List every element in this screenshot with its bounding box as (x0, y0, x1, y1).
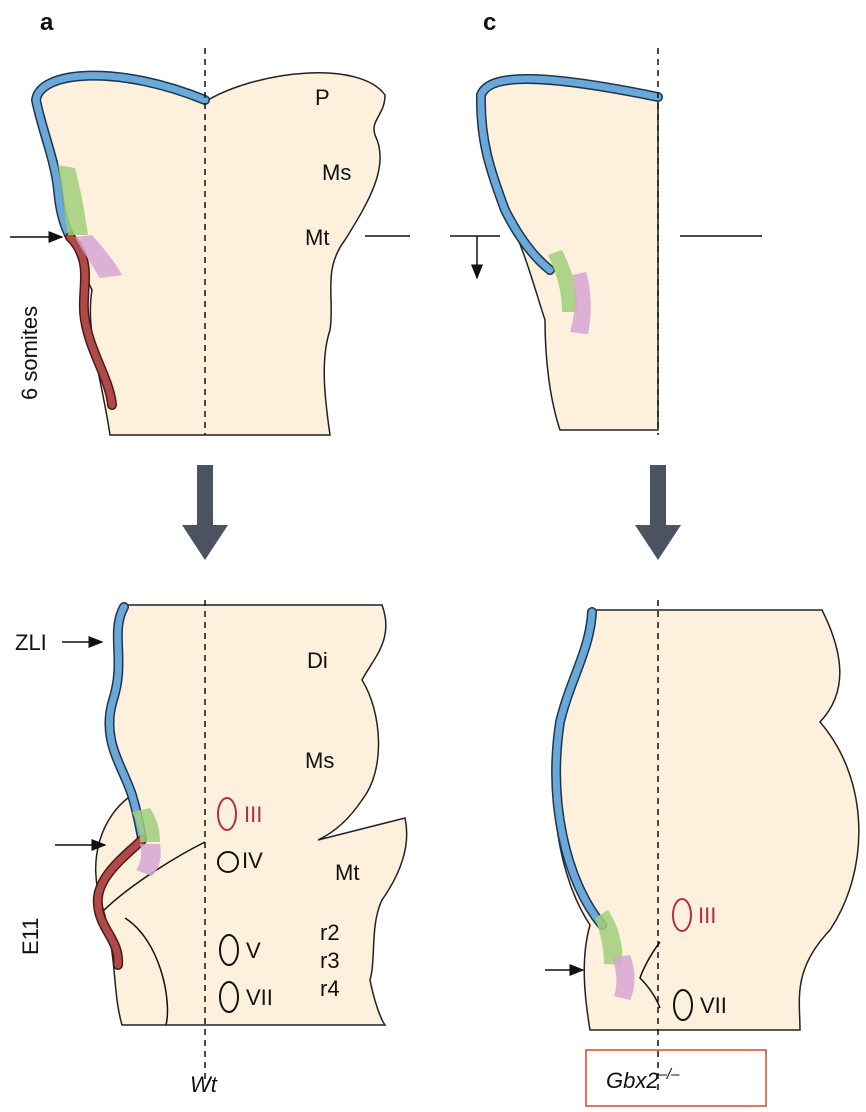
zli-label: ZLI (15, 630, 47, 655)
region-label: Ms (305, 748, 334, 773)
nucleus-label: IV (242, 848, 263, 873)
genotype-label: Gbx2–/– (606, 1066, 680, 1093)
region-label: r2 (320, 920, 340, 945)
genotype-superscript: –/– (658, 1066, 681, 1083)
region-label: Mt (305, 225, 329, 250)
region-label: Di (307, 648, 328, 673)
genotype-name: Gbx2 (606, 1068, 659, 1093)
stage-label: 6 somites (17, 306, 42, 400)
arrow (450, 236, 500, 278)
genotype-label: Wt (190, 1072, 218, 1097)
nucleus-label: VII (700, 993, 727, 1018)
region-label: Mt (335, 860, 359, 885)
region-label: r3 (320, 948, 340, 973)
stage-label: E11 (18, 917, 43, 955)
nucleus-label: III (244, 802, 262, 827)
nucleus-label: V (246, 938, 261, 963)
figure: a P Ms Mt 6 somites ZLI E11 Di Ms Mt r2 … (0, 0, 866, 1112)
down-arrow (182, 465, 228, 560)
region-label: Ms (322, 160, 351, 185)
down-arrow (635, 465, 681, 560)
neural-tube (480, 78, 658, 430)
nucleus-label: VII (246, 985, 273, 1010)
panel-label: a (40, 9, 54, 36)
region-label: P (315, 85, 330, 110)
region-label: r4 (320, 976, 340, 1001)
panel-label: c (483, 9, 496, 36)
nucleus-label: III (698, 903, 716, 928)
neural-tube (554, 610, 859, 1030)
